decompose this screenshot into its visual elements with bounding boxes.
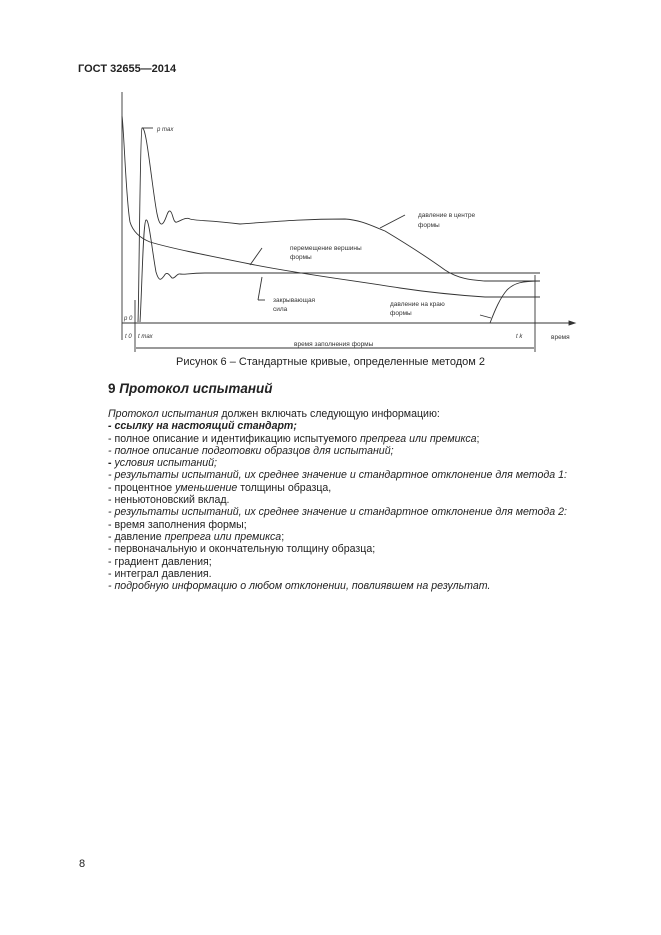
center-pressure-label: давление в центре [418, 212, 475, 219]
text-segment: должен включать следующую информацию: [218, 408, 440, 420]
p0-label: p 0 [123, 316, 133, 322]
displacement-curve [121, 115, 540, 298]
list-line: - первоначальную и окончательную толщину… [108, 543, 567, 555]
text-segment: - полное описание подготовки образцов дл… [108, 444, 394, 457]
list-line: - давление препрега или премикса; [108, 531, 567, 543]
displacement-label: перемещение вершины [290, 245, 362, 252]
section-heading: 9 Протокол испытаний [108, 381, 272, 396]
list-line: Протокол испытания должен включать следу… [108, 408, 567, 420]
text-segment: - давление [108, 530, 165, 543]
displacement-label-2: формы [290, 254, 312, 261]
edge-pressure-label: давление на краю [390, 301, 445, 308]
standard-header: ГОСТ 32655—2014 [78, 63, 177, 75]
text-segment: - время заполнения формы; [108, 518, 247, 531]
text-segment: - интеграл давления. [108, 567, 212, 580]
text-segment: толщины образца, [237, 481, 332, 494]
list-line: - время заполнения формы; [108, 519, 567, 531]
list-line: - интеграл давления. [108, 568, 567, 580]
text-segment: уменьшение [175, 481, 238, 494]
closing-force-label-2: сила [273, 306, 288, 313]
text-segment: ; [281, 530, 285, 543]
text-segment: препрега или премикса [164, 530, 282, 543]
text-segment: - результаты испытаний, их среднее значе… [108, 506, 567, 519]
text-segment: - результаты испытаний, их среднее значе… [108, 469, 567, 482]
list-line: - условия испытаний; [108, 457, 567, 469]
list-line: - подробную информацию о любом отклонени… [108, 580, 567, 592]
list-line: - полное описание подготовки образцов дл… [108, 445, 567, 457]
closing-force-curve [139, 219, 540, 323]
text-segment: - [108, 457, 115, 470]
text-segment: - подробную информацию о любом отклонени… [108, 580, 491, 593]
fill-time-label: время заполнения формы [294, 341, 374, 348]
closing-force-label: закрывающая [273, 297, 316, 304]
figure-caption: Рисунок 6 – Стандартные кривые, определе… [176, 356, 485, 368]
text-segment: - ссылку на настоящий стандарт; [108, 420, 297, 433]
t0-label: t 0 [125, 334, 132, 340]
list-line: - градиент давления; [108, 556, 567, 568]
edge-pressure-curve [489, 280, 541, 324]
p-max-label: p max [156, 127, 174, 133]
text-segment: - неньютоновский вклад. [108, 494, 230, 507]
text-segment: - полное описание и идентификацию испыту… [108, 432, 360, 445]
text-segment: - градиент давления; [108, 555, 212, 568]
list-line: - процентное уменьшение толщины образца, [108, 482, 567, 494]
list-line: - неньютоновский вклад. [108, 494, 567, 506]
x-axis-arrow [568, 320, 577, 326]
section-number: 9 [108, 381, 116, 396]
figure-6-diagram: p max p 0 t 0 t max t k время время запо… [121, 92, 577, 352]
edge-pressure-label-2: формы [390, 310, 412, 317]
text-segment: ; [476, 432, 480, 445]
list-line: - полное описание и идентификацию испыту… [108, 433, 567, 445]
text-segment: препрега или премикса [359, 432, 477, 445]
text-segment: - первоначальную и окончательную толщину… [108, 543, 376, 556]
page-number: 8 [79, 858, 86, 870]
text-segment: Протокол испытания [108, 408, 219, 420]
protocol-list: Протокол испытания должен включать следу… [108, 408, 567, 592]
section-title: Протокол испытаний [119, 381, 273, 396]
list-line: - результаты испытаний, их среднее значе… [108, 469, 567, 481]
list-line: - ссылку на настоящий стандарт; [108, 420, 567, 432]
center-pressure-label-2: формы [418, 222, 440, 229]
text-segment: - процентное [108, 481, 176, 494]
tk-label: t k [516, 334, 523, 340]
list-line: - результаты испытаний, их среднее значе… [108, 506, 567, 518]
time-axis-label: время [551, 334, 570, 341]
text-segment: условия испытаний; [114, 457, 217, 470]
tmax-label: t max [138, 334, 154, 340]
center-pressure-curve [137, 127, 540, 323]
